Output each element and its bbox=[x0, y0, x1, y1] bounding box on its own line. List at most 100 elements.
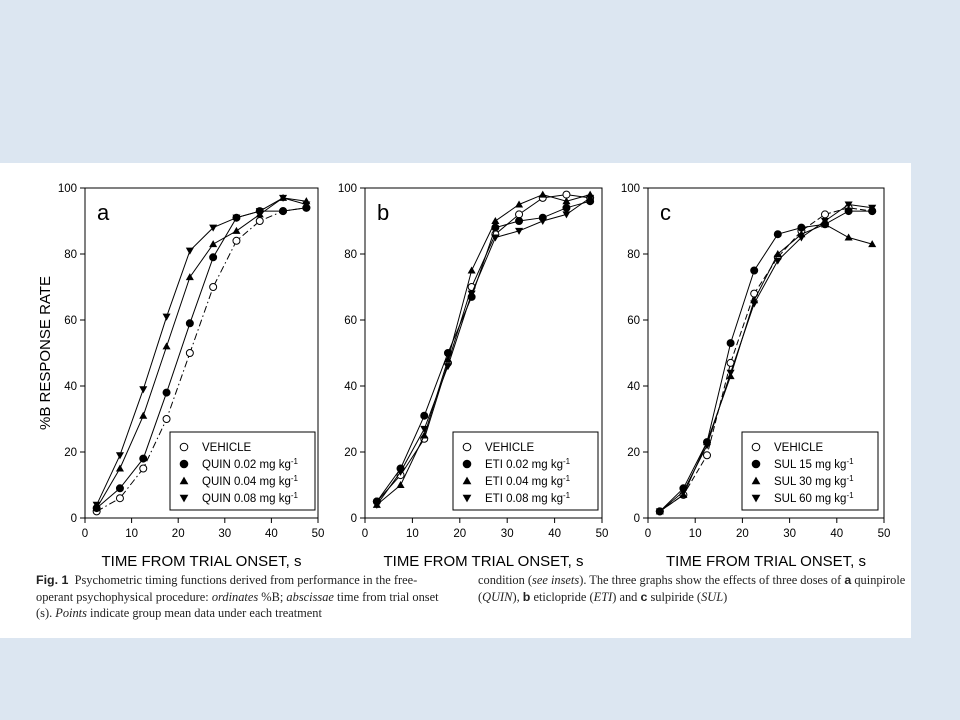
plot-frame bbox=[84, 187, 319, 519]
data-point bbox=[209, 224, 218, 232]
series-line-2 bbox=[376, 200, 591, 502]
legend-label: SUL 60 mg kg-1 bbox=[774, 491, 854, 505]
x-tick-label: 30 bbox=[218, 528, 231, 540]
data-point bbox=[443, 363, 452, 371]
data-point bbox=[467, 266, 476, 274]
legend-marker bbox=[751, 459, 761, 469]
data-point bbox=[209, 240, 218, 248]
y-axis-label: %B RESPONSE RATE bbox=[37, 276, 54, 430]
x-tick-label: 30 bbox=[501, 528, 514, 540]
x-tick-label: 20 bbox=[453, 528, 466, 540]
chart-panel-a: 0 20 40 60 80 100 0 10 20 30 40 50 TIME FROM TRIAL O… bbox=[37, 183, 324, 570]
data-point bbox=[279, 207, 288, 216]
slide-panel bbox=[0, 163, 911, 638]
caption-sul: SUL bbox=[701, 589, 724, 604]
data-point bbox=[139, 454, 148, 463]
data-point bbox=[821, 210, 829, 219]
caption-eti: ETI bbox=[593, 589, 613, 604]
data-point bbox=[209, 283, 218, 291]
legend-label: ETI 0.08 mg kg-1 bbox=[485, 491, 571, 505]
chart-panel-c: 0 20 40 60 80 100 0 10 20 30 40 50 TIME FROM TRIAL O… bbox=[621, 183, 891, 570]
y-tick-label: 60 bbox=[344, 315, 357, 327]
legend-label: SUL 15 mg kg-1 bbox=[774, 457, 854, 471]
data-point bbox=[773, 230, 782, 239]
x-tick-label: 40 bbox=[830, 528, 843, 540]
y-tick-label: 100 bbox=[338, 183, 357, 195]
caption-text-2: %B; bbox=[258, 589, 287, 604]
y-tick-label: 80 bbox=[64, 249, 77, 261]
series-line-4 bbox=[96, 197, 307, 506]
plot-frame bbox=[364, 187, 603, 519]
legend-label-superscript: -1 bbox=[291, 474, 299, 483]
data-point bbox=[868, 240, 877, 248]
data-point bbox=[515, 217, 524, 225]
legend-label: ETI 0.02 mg kg-1 bbox=[485, 457, 571, 471]
data-point bbox=[396, 480, 405, 489]
data-point bbox=[255, 217, 264, 225]
legend-marker bbox=[462, 442, 472, 452]
x-tick-label: 0 bbox=[82, 528, 88, 540]
legend-marker bbox=[751, 476, 761, 485]
caption-text-7: ), bbox=[512, 589, 523, 604]
data-point bbox=[420, 425, 429, 433]
x-tick-label: 40 bbox=[265, 528, 278, 540]
y-tick-label: 0 bbox=[351, 513, 357, 525]
caption-abscissae: abscissae bbox=[286, 589, 334, 604]
series-line-2 bbox=[96, 207, 307, 509]
caption-b: b bbox=[522, 589, 531, 604]
data-point bbox=[185, 247, 194, 255]
x-tick-label: 50 bbox=[878, 528, 891, 540]
data-point bbox=[115, 464, 124, 472]
data-point bbox=[372, 501, 381, 509]
legend-label: QUIN 0.08 mg kg-1 bbox=[202, 491, 299, 505]
legend-label-superscript: -1 bbox=[846, 491, 854, 500]
caption-c: c bbox=[640, 589, 648, 604]
legend-box bbox=[741, 431, 879, 511]
data-point bbox=[185, 273, 194, 281]
data-point bbox=[185, 319, 194, 328]
data-point bbox=[797, 223, 806, 232]
data-point bbox=[562, 203, 571, 212]
legend-label: VEHICLE bbox=[202, 442, 252, 454]
caption-text-10: sulpiride ( bbox=[647, 589, 702, 604]
y-tick-label: 40 bbox=[627, 381, 640, 393]
legend-label-superscript: -1 bbox=[846, 474, 854, 483]
data-point bbox=[726, 339, 735, 348]
caption-ordinates: ordinates bbox=[211, 589, 259, 604]
caption-see-insets: see insets bbox=[532, 573, 580, 587]
data-point bbox=[162, 313, 171, 321]
data-point bbox=[491, 234, 500, 242]
data-point bbox=[515, 210, 524, 219]
data-point bbox=[562, 197, 571, 205]
data-point bbox=[586, 194, 595, 202]
data-point bbox=[562, 211, 571, 219]
data-point bbox=[420, 411, 429, 420]
data-point bbox=[162, 415, 171, 423]
data-point bbox=[750, 266, 759, 275]
legend-label: QUIN 0.02 mg kg-1 bbox=[202, 457, 299, 471]
series-line-3 bbox=[96, 197, 307, 509]
x-tick-label: 20 bbox=[736, 528, 749, 540]
data-point bbox=[515, 227, 524, 235]
data-point bbox=[844, 233, 853, 241]
x-axis-label: TIME FROM TRIAL ONSET, s bbox=[383, 553, 583, 570]
data-point bbox=[162, 388, 171, 397]
data-point bbox=[162, 342, 171, 350]
legend-marker bbox=[179, 442, 189, 452]
data-point bbox=[703, 451, 711, 460]
caption-text-5: ). The three graphs show the effects of … bbox=[579, 573, 845, 587]
plot-frame bbox=[647, 187, 885, 519]
legend-marker bbox=[179, 476, 189, 485]
data-point bbox=[232, 236, 241, 245]
series-line-4 bbox=[376, 197, 591, 506]
legend-box bbox=[169, 431, 316, 511]
x-axis-label: TIME FROM TRIAL ONSET, s bbox=[666, 553, 866, 570]
series-line-2 bbox=[659, 210, 873, 512]
y-tick-label: 40 bbox=[64, 381, 77, 393]
x-tick-label: 10 bbox=[689, 528, 702, 540]
x-tick-label: 10 bbox=[125, 528, 138, 540]
data-point bbox=[467, 290, 476, 298]
x-tick-label: 0 bbox=[645, 528, 651, 540]
data-point bbox=[232, 214, 241, 222]
y-tick-label: 0 bbox=[71, 513, 77, 525]
